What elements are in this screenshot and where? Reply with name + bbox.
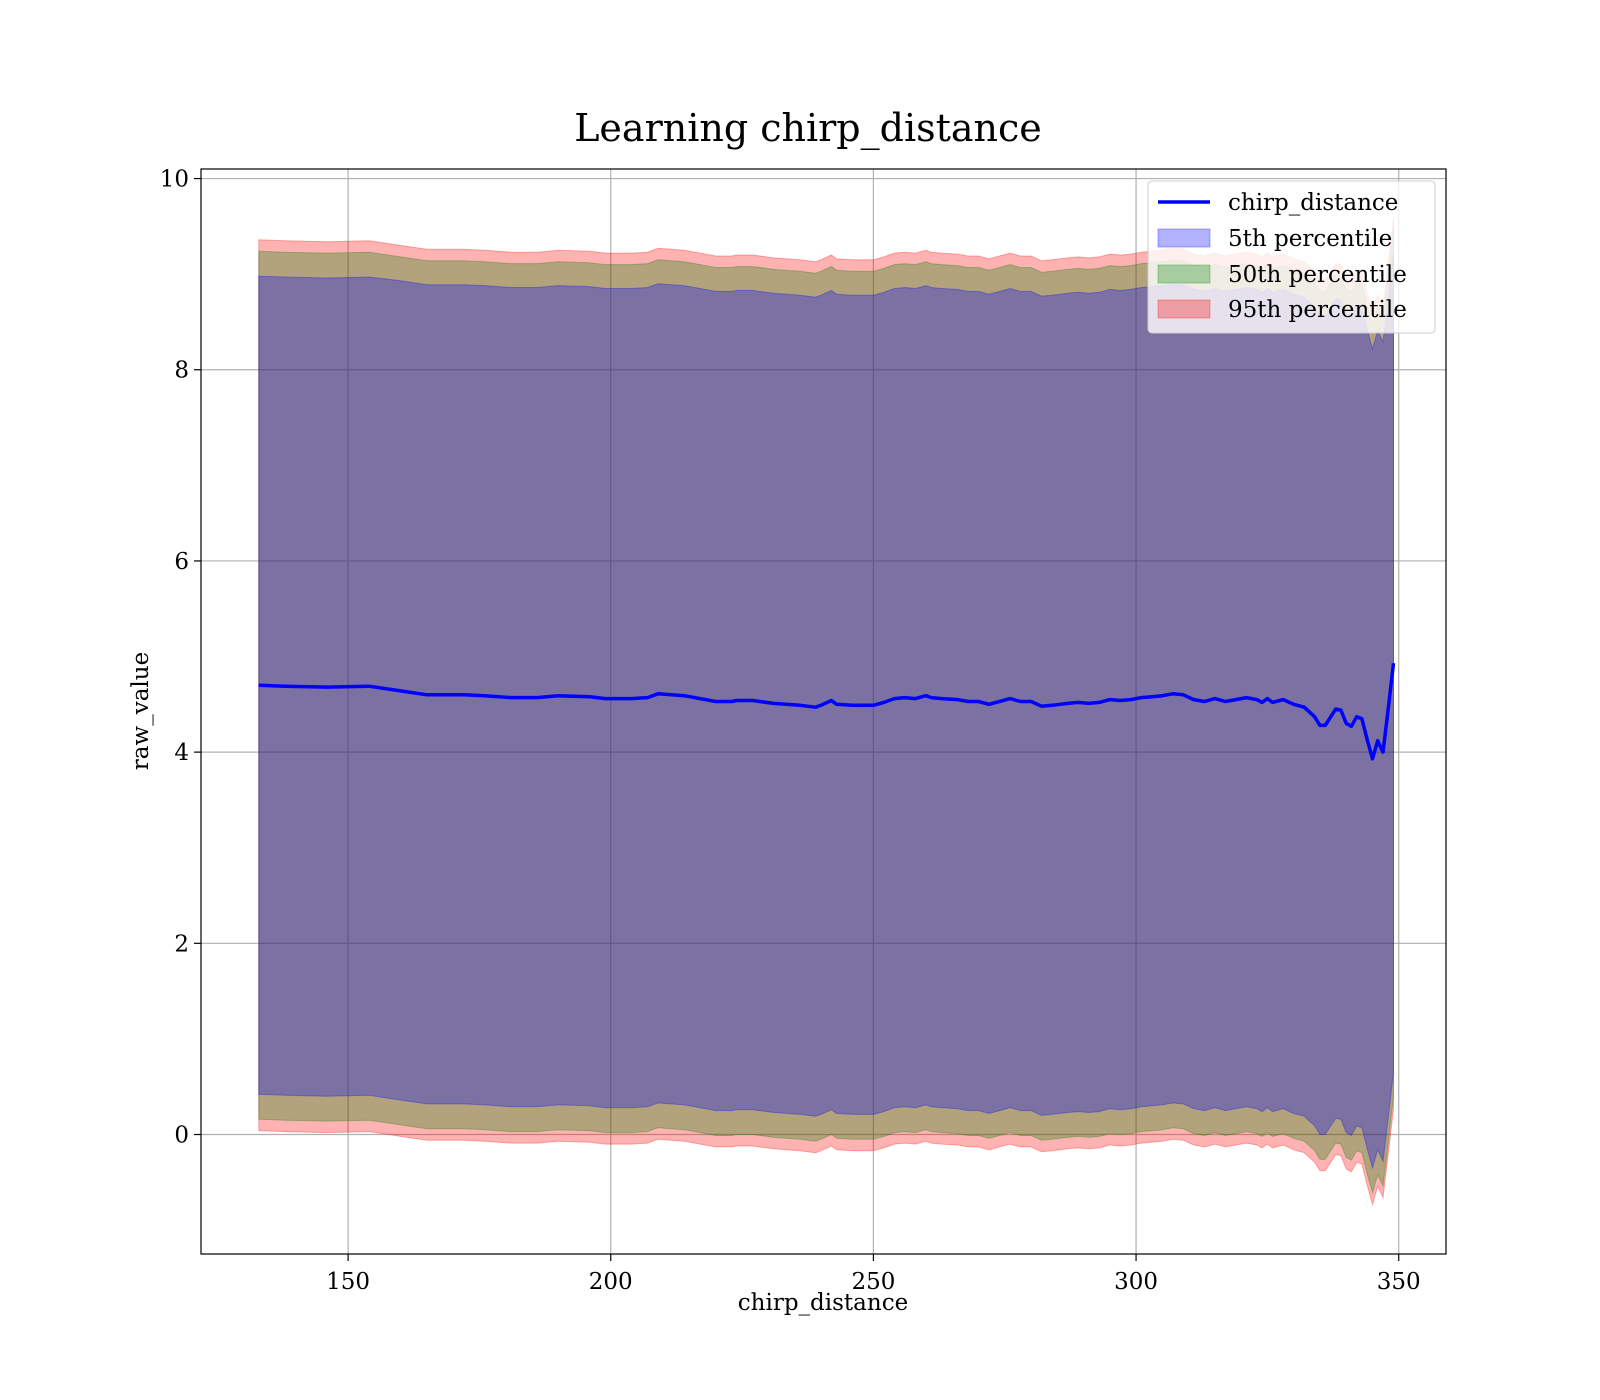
legend-label-chirp-distance: chirp_distance (1228, 190, 1398, 216)
grid (201, 169, 1446, 1254)
percentile-bands (258, 217, 1394, 1207)
line-layer (258, 662, 1396, 761)
legend-box (1147, 180, 1436, 334)
legend-label-95th-percentile: 95th percentile (1228, 297, 1407, 323)
legend: chirp_distance 5th percentile 50th perce… (1147, 180, 1436, 334)
band-5th-percentile (258, 253, 1394, 1170)
series-line-chirp-distance (258, 662, 1396, 761)
x-tick-label: 300 (1114, 1269, 1158, 1295)
x-axis-label: chirp_distance (738, 1290, 908, 1316)
legend-swatch-95th-percentile (1157, 299, 1211, 319)
x-tick-label: 350 (1377, 1269, 1421, 1295)
y-tick-label: 0 (174, 1123, 189, 1149)
x-tick-label: 250 (851, 1269, 895, 1295)
x-tick-label: 200 (589, 1269, 633, 1295)
legend-swatch-50th-percentile (1157, 264, 1211, 284)
band-95th-percentile (258, 217, 1394, 1207)
axes-frame (200, 168, 1447, 1255)
x-tick-label: 150 (326, 1269, 370, 1295)
y-axis-label: raw_value (128, 652, 154, 770)
y-tick-label: 8 (174, 358, 189, 384)
y-tick-label: 4 (174, 740, 189, 766)
legend-swatch-5th-percentile (1157, 228, 1211, 248)
chart-title: Learning chirp_distance (574, 106, 1042, 151)
plot-area: 150 200 250 300 350 0 2 4 6 8 10 (160, 167, 1447, 1295)
legend-label-50th-percentile: 50th percentile (1228, 262, 1407, 288)
legend-label-5th-percentile: 5th percentile (1228, 226, 1392, 252)
axis-ticks: 150 200 250 300 350 0 2 4 6 8 10 (160, 167, 1421, 1295)
y-tick-label: 10 (160, 167, 189, 193)
band-50th-percentile (258, 229, 1394, 1195)
y-tick-label: 6 (174, 549, 189, 575)
y-tick-label: 2 (174, 931, 189, 957)
